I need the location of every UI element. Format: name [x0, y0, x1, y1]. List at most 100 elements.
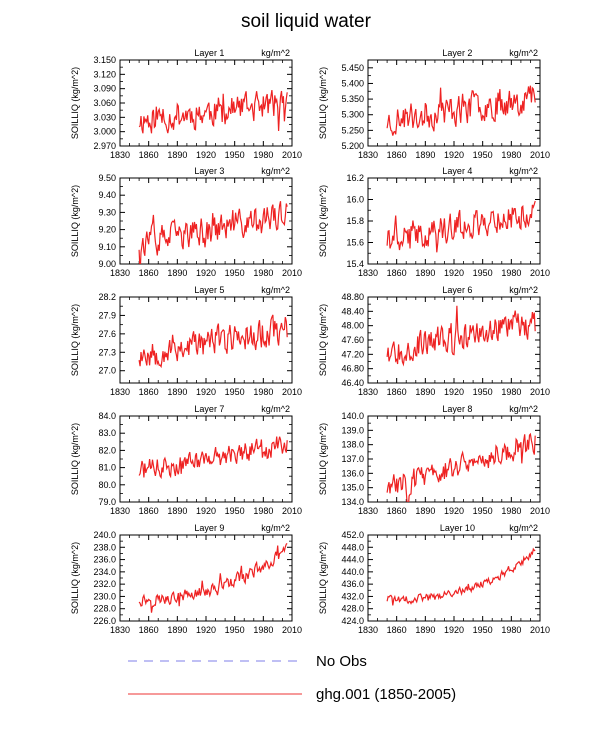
x-tick-label: 2010: [282, 150, 302, 160]
x-tick-label: 1830: [110, 625, 130, 635]
y-tick-label: 139.0: [341, 425, 364, 435]
x-tick-label: 1920: [444, 387, 464, 397]
y-tick-label: 9.00: [98, 259, 116, 269]
legend-label-2: ghg.001 (1850-2005): [316, 686, 456, 703]
y-tick-label: 138.0: [341, 440, 364, 450]
y-axis-label: SOILLIQ (kg/m^2): [318, 304, 328, 376]
y-axis-label: SOILLIQ (kg/m^2): [70, 542, 80, 614]
y-axis-label: SOILLIQ (kg/m^2): [70, 423, 80, 495]
x-tick-label: 1920: [196, 150, 216, 160]
panel-layer-4: 1830 1860 1890 1920 1950 1980 2010 15.4 15.6 15.8…: [318, 166, 550, 278]
x-tick-label: 1950: [473, 625, 493, 635]
x-tick-label: 2010: [282, 268, 302, 278]
panel-title: Layer 4: [442, 166, 472, 176]
x-tick-label: 2010: [530, 387, 550, 397]
y-tick-label: 9.30: [98, 207, 116, 217]
x-tick-label: 1860: [387, 268, 407, 278]
x-tick-label: 2010: [282, 625, 302, 635]
x-tick-label: 1860: [139, 387, 159, 397]
panel-layer-5: 1830 1860 1890 1920 1950 1980 2010 27.0 27.3 27.6…: [70, 285, 302, 397]
panel-title: Layer 5: [194, 285, 224, 295]
y-tick-label: 47.20: [341, 349, 364, 359]
legend: No Obs ghg.001 (1850-2005): [128, 653, 456, 703]
x-tick-label: 1920: [444, 150, 464, 160]
y-tick-label: 234.0: [93, 567, 116, 577]
x-tick-label: 1830: [358, 506, 378, 516]
y-tick-label: 228.0: [93, 604, 116, 614]
plot-frame: [119, 59, 293, 147]
x-tick-label: 1980: [501, 268, 521, 278]
y-tick-label: 5.450: [341, 63, 364, 73]
y-tick-label: 232.0: [93, 579, 116, 589]
x-tick-label: 1950: [225, 625, 245, 635]
x-tick-label: 1830: [358, 387, 378, 397]
panel-units: kg/m^2: [261, 166, 290, 176]
y-tick-label: 48.00: [341, 321, 364, 331]
panel-title: Layer 10: [440, 523, 475, 533]
x-tick-label: 1860: [139, 625, 159, 635]
x-tick-label: 1950: [473, 268, 493, 278]
y-tick-label: 9.40: [98, 190, 116, 200]
plot-frame: [367, 177, 541, 265]
series-line-ghg001: [138, 543, 288, 613]
y-tick-label: 3.150: [93, 55, 116, 65]
x-tick-label: 1950: [473, 387, 493, 397]
x-tick-label: 1830: [110, 268, 130, 278]
x-tick-label: 1830: [358, 150, 378, 160]
x-tick-label: 1980: [253, 625, 273, 635]
y-tick-label: 81.0: [98, 463, 116, 473]
panel-units: kg/m^2: [261, 523, 290, 533]
x-tick-label: 1890: [415, 506, 435, 516]
series-line-ghg001: [386, 547, 536, 606]
y-tick-label: 226.0: [93, 616, 116, 626]
x-tick-label: 1920: [196, 625, 216, 635]
x-tick-label: 1830: [110, 150, 130, 160]
x-tick-label: 1920: [196, 387, 216, 397]
x-tick-label: 1980: [253, 387, 273, 397]
y-tick-label: 16.2: [346, 173, 364, 183]
y-axis-label: SOILLIQ (kg/m^2): [318, 67, 328, 139]
legend-label-1: No Obs: [316, 653, 367, 670]
y-tick-label: 48.40: [341, 306, 364, 316]
x-tick-label: 2010: [530, 268, 550, 278]
y-tick-label: 448.0: [341, 542, 364, 552]
y-tick-label: 46.80: [341, 364, 364, 374]
panel-layer-1: 1830 1860 1890 1920 1950 1980 2010 2.970 3.000 3.…: [70, 48, 302, 160]
panel-title: Layer 1: [194, 48, 224, 58]
x-tick-label: 1830: [358, 625, 378, 635]
x-tick-label: 1980: [501, 150, 521, 160]
x-tick-label: 1890: [167, 387, 187, 397]
x-tick-label: 2010: [282, 387, 302, 397]
y-tick-label: 82.0: [98, 445, 116, 455]
x-tick-label: 1950: [473, 150, 493, 160]
panel-layer-6: 1830 1860 1890 1920 1950 1980 2010 46.40 46.80 47…: [318, 285, 550, 397]
y-tick-label: 28.2: [98, 292, 116, 302]
y-tick-label: 236.0: [93, 555, 116, 565]
x-tick-label: 1920: [196, 268, 216, 278]
y-tick-label: 230.0: [93, 591, 116, 601]
panel-units: kg/m^2: [509, 523, 538, 533]
y-tick-label: 140.0: [341, 411, 364, 421]
y-tick-label: 240.0: [93, 530, 116, 540]
y-tick-label: 27.6: [98, 329, 116, 339]
y-tick-label: 436.0: [341, 579, 364, 589]
panel-title: Layer 9: [194, 523, 224, 533]
y-tick-label: 3.000: [93, 127, 116, 137]
panel-layer-8: 1830 1860 1890 1920 1950 1980 2010 134.0 135.0 13…: [318, 404, 550, 516]
y-tick-label: 27.0: [98, 366, 116, 376]
y-axis-label: SOILLIQ (kg/m^2): [70, 67, 80, 139]
x-tick-label: 1980: [253, 150, 273, 160]
y-tick-label: 3.060: [93, 98, 116, 108]
y-tick-label: 428.0: [341, 604, 364, 614]
x-tick-label: 1920: [444, 268, 464, 278]
series-line-ghg001: [386, 432, 536, 502]
y-tick-label: 135.0: [341, 483, 364, 493]
x-tick-label: 1890: [415, 387, 435, 397]
x-tick-label: 1920: [196, 506, 216, 516]
x-tick-label: 2010: [530, 150, 550, 160]
x-tick-label: 1890: [167, 625, 187, 635]
y-axis-label: SOILLIQ (kg/m^2): [318, 185, 328, 257]
panel-layer-2: 1830 1860 1890 1920 1950 1980 2010 5.200 5.250 5.…: [318, 48, 550, 160]
x-tick-label: 2010: [530, 625, 550, 635]
